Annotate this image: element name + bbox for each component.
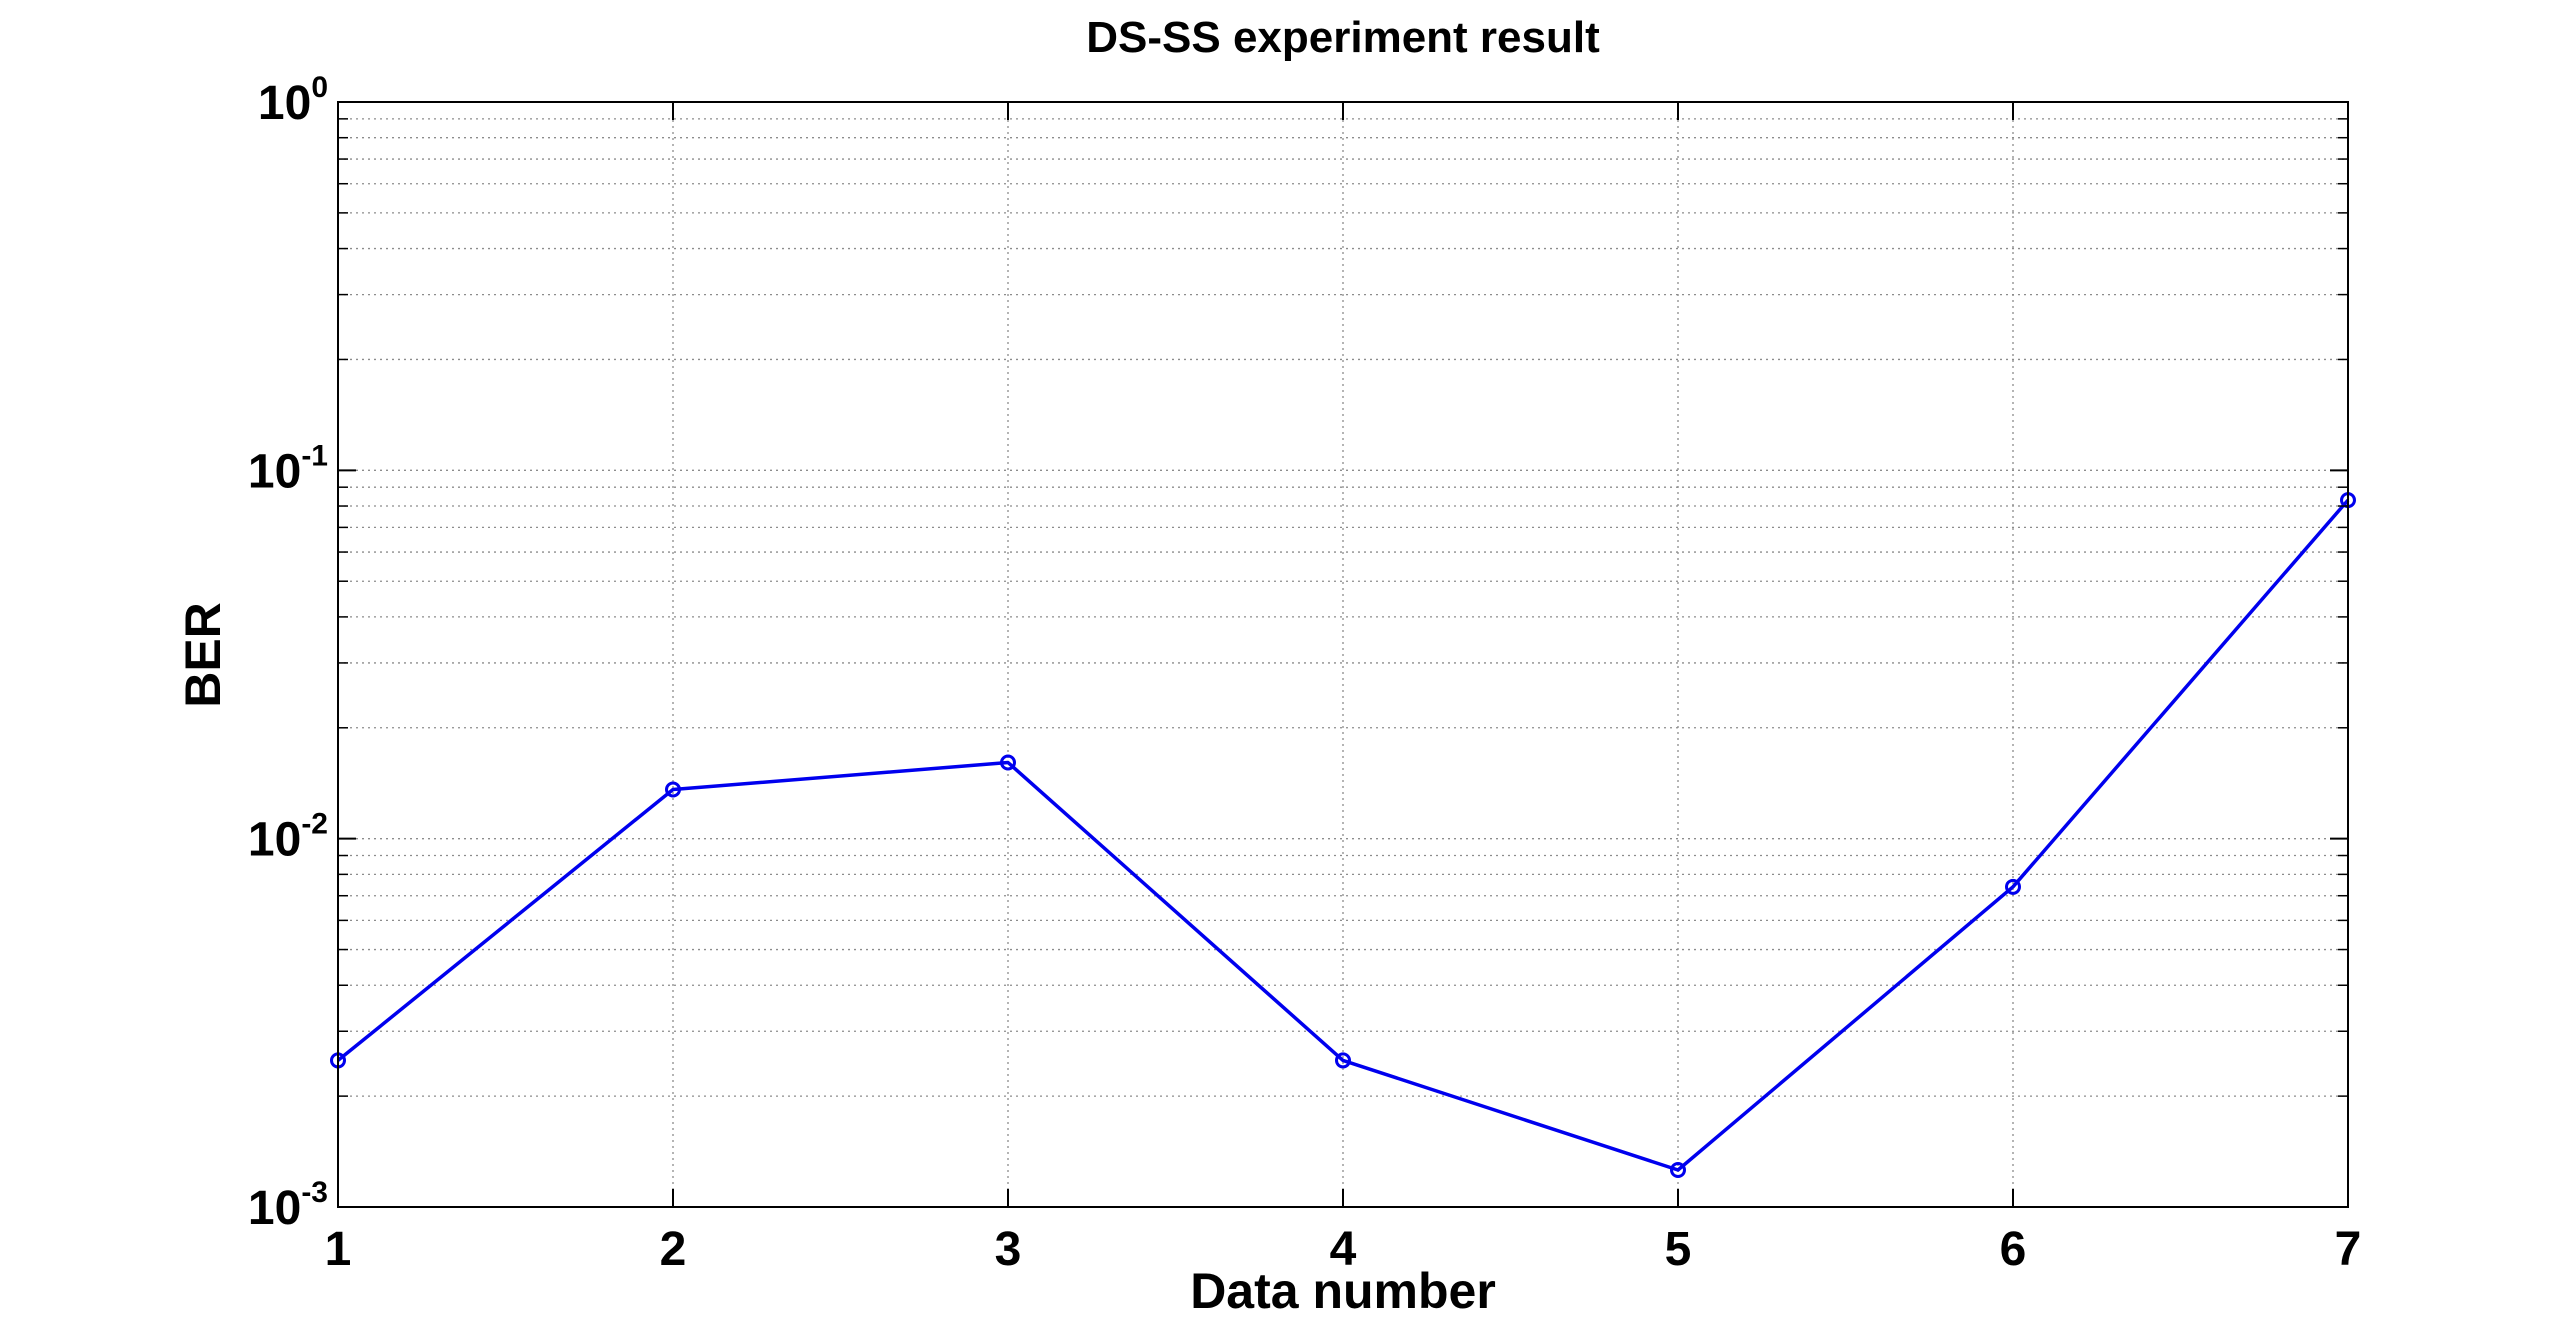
- x-tick-label: 7: [2335, 1223, 2362, 1276]
- x-tick-label: 3: [995, 1223, 1022, 1276]
- y-tick-label: 10-2: [248, 808, 328, 867]
- data-point-marker: [1335, 1052, 1351, 1069]
- chart-title: DS-SS experiment result: [1086, 13, 1600, 62]
- y-tick-label: 100: [258, 71, 328, 130]
- x-tick-label: 2: [660, 1223, 687, 1276]
- y-axis-label: BER: [175, 602, 231, 708]
- data-point-marker: [1670, 1162, 1686, 1179]
- data-point-marker: [1000, 754, 1016, 771]
- x-tick-label: 6: [2000, 1223, 2027, 1276]
- y-tick-label: 10-3: [248, 1176, 328, 1235]
- data-point-marker: [2005, 878, 2021, 895]
- x-tick-labels: 1 2 3 4 5 6 7: [325, 1223, 2362, 1276]
- tick-marks: [337, 101, 2349, 1208]
- x-tick-label: 4: [1330, 1223, 1357, 1276]
- data-point-marker: [665, 781, 681, 798]
- x-axis-label: Data number: [1190, 1263, 1496, 1319]
- y-tick-label: 10-1: [248, 439, 328, 498]
- x-tick-label: 1: [325, 1223, 352, 1276]
- series-line: [336, 498, 2350, 1172]
- grid-lines: [338, 102, 2348, 1207]
- y-tick-labels: 10-3 10-2 10-1 100: [248, 71, 328, 1235]
- x-tick-label: 5: [1665, 1223, 1692, 1276]
